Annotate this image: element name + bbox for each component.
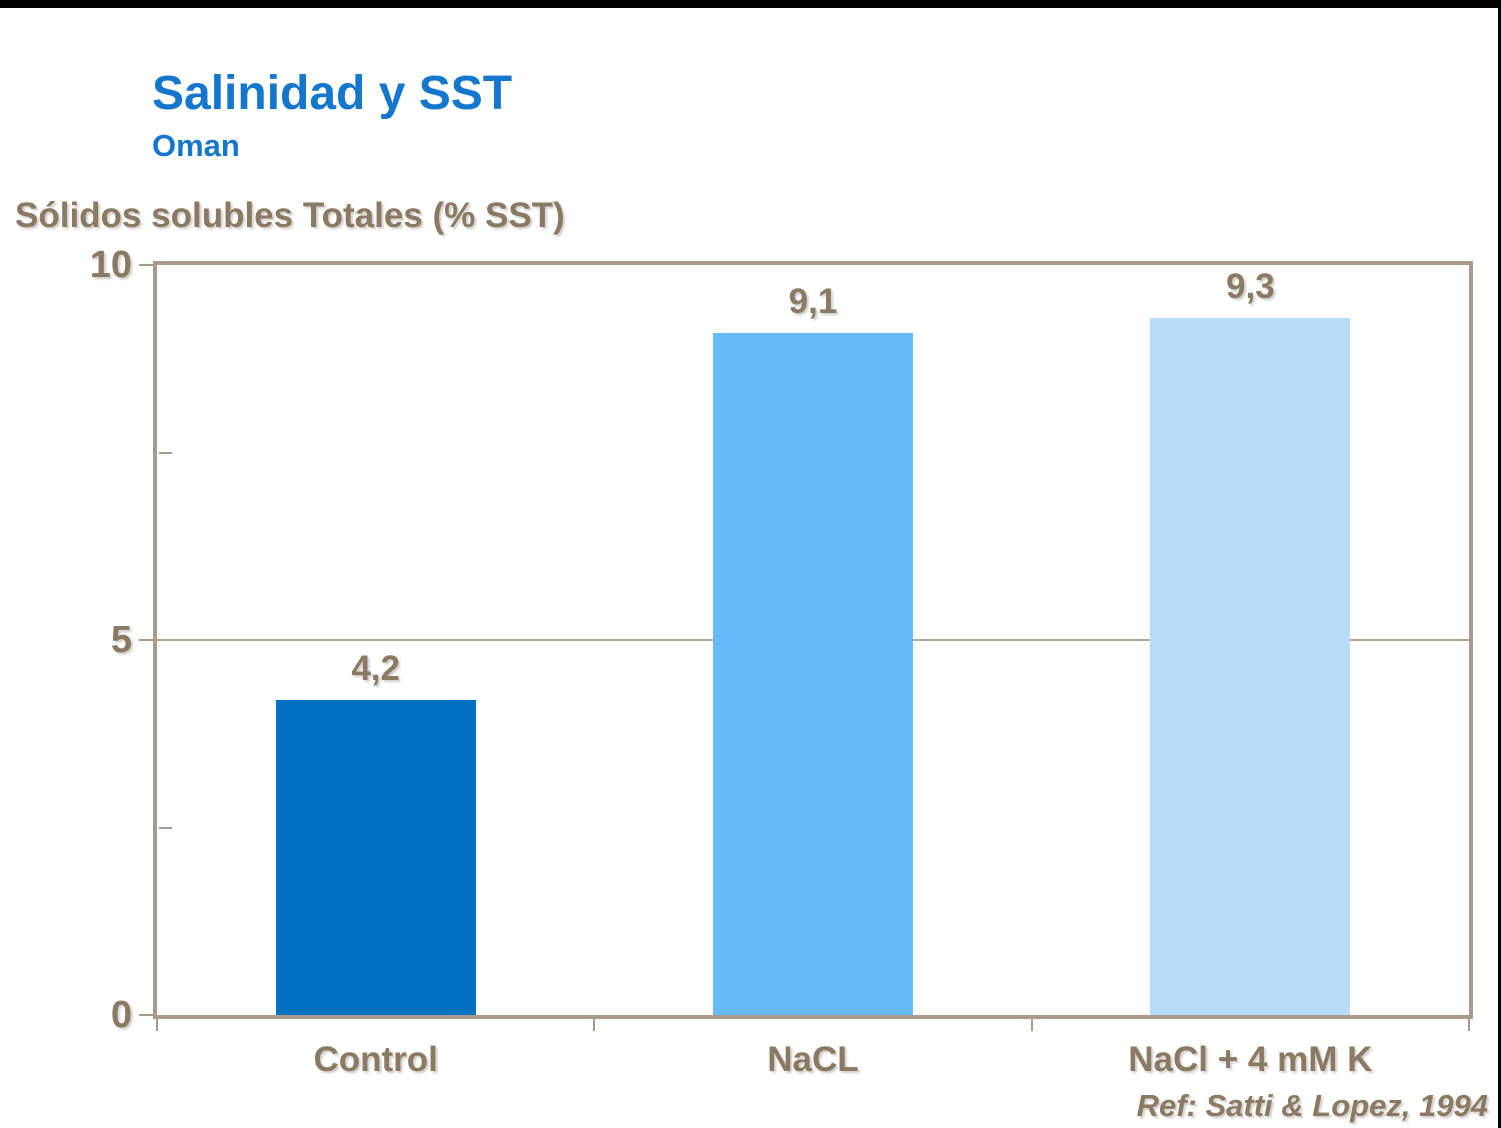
x-axis-tick <box>156 1017 158 1031</box>
bar-value-label: 9,1 <box>788 281 838 321</box>
reference-text: Ref: Satti & Lopez, 1994 <box>1136 1088 1488 1123</box>
y-axis-major-tick <box>139 264 155 266</box>
y-tick-label: 0 <box>110 994 132 1036</box>
x-axis-tick <box>593 1017 596 1031</box>
bar-nacl-4-mm-k <box>1150 317 1351 1015</box>
bar-value-label: 4,2 <box>351 649 400 688</box>
y-tick-label: 10 <box>89 244 132 286</box>
right-border-line <box>1498 0 1501 1128</box>
y-axis-major-tick <box>139 639 155 641</box>
chart-subtitle: Oman <box>152 128 240 163</box>
top-border-bar <box>0 0 1501 8</box>
bar-value-label: 9,3 <box>1226 266 1275 306</box>
y-tick-label: 5 <box>110 619 132 661</box>
plot-area <box>153 261 1473 1019</box>
x-category-label: NaCl + 4 mM K <box>1128 1040 1373 1079</box>
y-axis-minor-tick <box>159 451 172 454</box>
x-axis-tick <box>1468 1017 1470 1031</box>
bar-control <box>275 700 476 1015</box>
chart-title: Salinidad y SST <box>152 67 513 120</box>
bar-nacl <box>713 332 913 1015</box>
x-axis-tick <box>1030 1017 1033 1031</box>
y-axis-title: Sólidos solubles Totales (% SST) <box>15 196 565 235</box>
x-category-label: NaCL <box>767 1040 859 1079</box>
y-axis-minor-tick <box>159 826 172 829</box>
y-axis-major-tick <box>139 1014 155 1016</box>
x-category-label: Control <box>313 1040 438 1079</box>
